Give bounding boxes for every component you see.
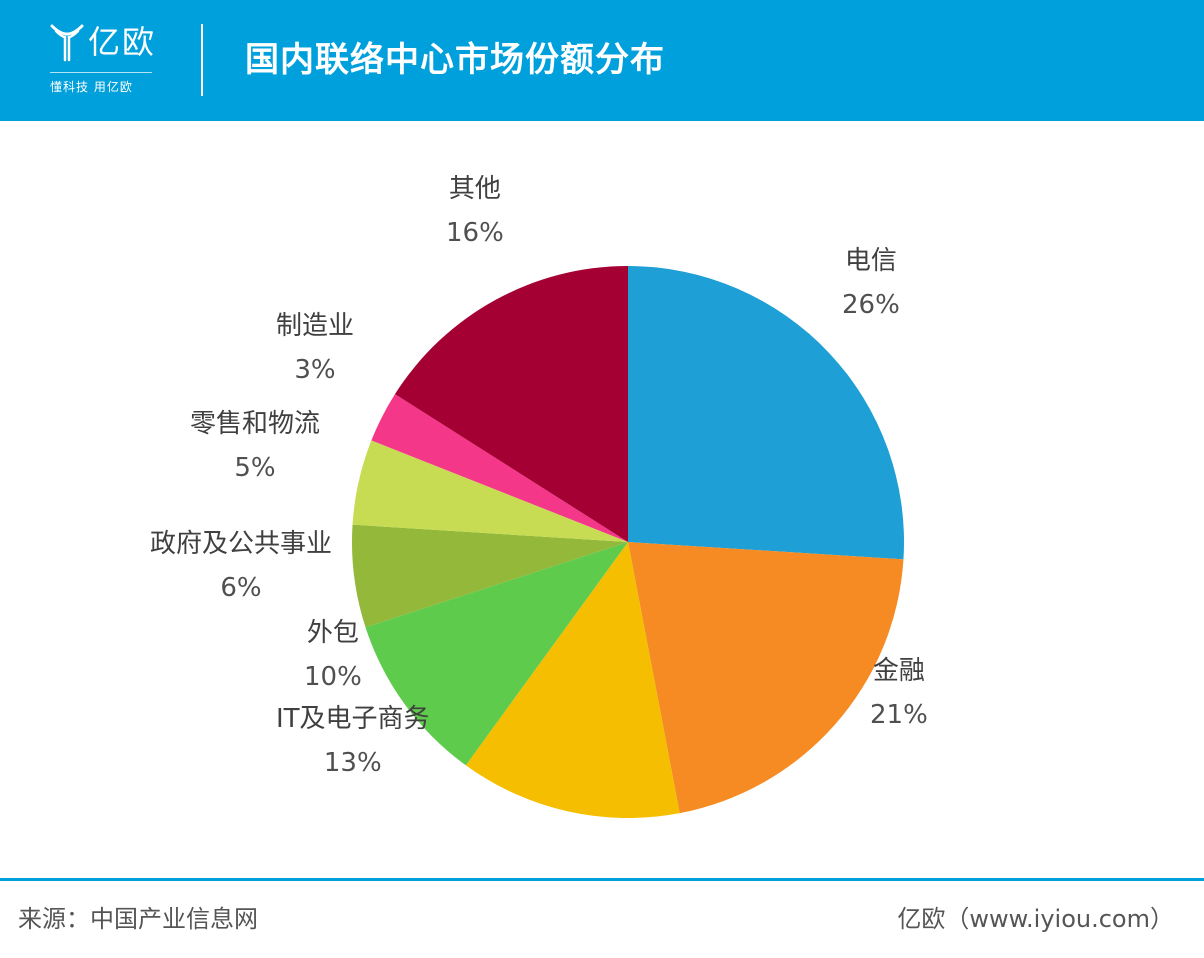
logo-name: 亿欧 bbox=[88, 23, 157, 61]
slice-label-2: IT及电子商务 13% bbox=[276, 702, 430, 780]
slice-category-label: 零售和物流 bbox=[190, 409, 321, 439]
slice-category-label: 其他 bbox=[448, 174, 501, 204]
slice-category-label: 外包 bbox=[306, 618, 359, 648]
slice-category-label: 政府及公共事业 bbox=[150, 529, 333, 559]
pie-chart-svg bbox=[351, 266, 905, 818]
slice-label-6: 制造业 3% bbox=[276, 309, 354, 387]
slice-category-label: 电信 bbox=[844, 246, 897, 276]
header-divider bbox=[201, 24, 203, 96]
pie-slice-7 bbox=[394, 266, 628, 542]
yiou-logo-icon bbox=[50, 24, 84, 62]
slice-label-7: 其他 16% bbox=[446, 172, 504, 250]
slice-percent-label: 16% bbox=[446, 218, 504, 248]
slice-percent-label: 26% bbox=[842, 290, 900, 320]
source-note: 来源：中国产业信息网 bbox=[18, 905, 258, 933]
slice-category-label: 制造业 bbox=[276, 311, 355, 341]
pie-slice-5 bbox=[352, 440, 628, 542]
slice-label-1: 金融 21% bbox=[870, 654, 928, 732]
slice-label-5: 零售和物流 5% bbox=[190, 407, 320, 485]
slice-percent-label: 21% bbox=[870, 700, 928, 730]
pie-slice-2 bbox=[465, 542, 680, 818]
pie-slice-3 bbox=[365, 542, 628, 766]
slice-category-label: IT及电子商务 bbox=[276, 704, 430, 734]
slice-percent-label: 10% bbox=[304, 662, 362, 692]
logo-underline bbox=[50, 72, 152, 73]
chart-title: 国内联络中心市场份额分布 bbox=[245, 40, 665, 80]
slice-percent-label: 5% bbox=[234, 453, 276, 483]
pie-slice-0 bbox=[628, 266, 905, 560]
pie-slice-4 bbox=[351, 524, 628, 628]
slice-category-label: 金融 bbox=[872, 656, 925, 686]
slice-percent-label: 3% bbox=[294, 355, 336, 385]
pie-slice-1 bbox=[628, 542, 904, 814]
slice-label-3: 外包 10% bbox=[304, 616, 362, 694]
credit-note: 亿欧（www.iyiou.com） bbox=[897, 905, 1174, 933]
pie-slice-6 bbox=[371, 394, 628, 542]
slice-label-4: 政府及公共事业 6% bbox=[150, 527, 332, 605]
header-banner: 亿欧 懂科技 用亿欧 国内联络中心市场份额分布 bbox=[0, 0, 1204, 121]
slice-percent-label: 13% bbox=[323, 748, 382, 778]
pie-chart: 电信 26% 金融 21% IT及电子商务 13% 外包 10% 政府及公共事业 6% 零售和物流 5… bbox=[0, 121, 1204, 876]
logo-slogan: 懂科技 用亿欧 bbox=[50, 80, 133, 94]
slice-percent-label: 6% bbox=[220, 573, 262, 603]
slice-label-0: 电信 26% bbox=[842, 244, 900, 322]
footer-divider bbox=[0, 878, 1204, 881]
